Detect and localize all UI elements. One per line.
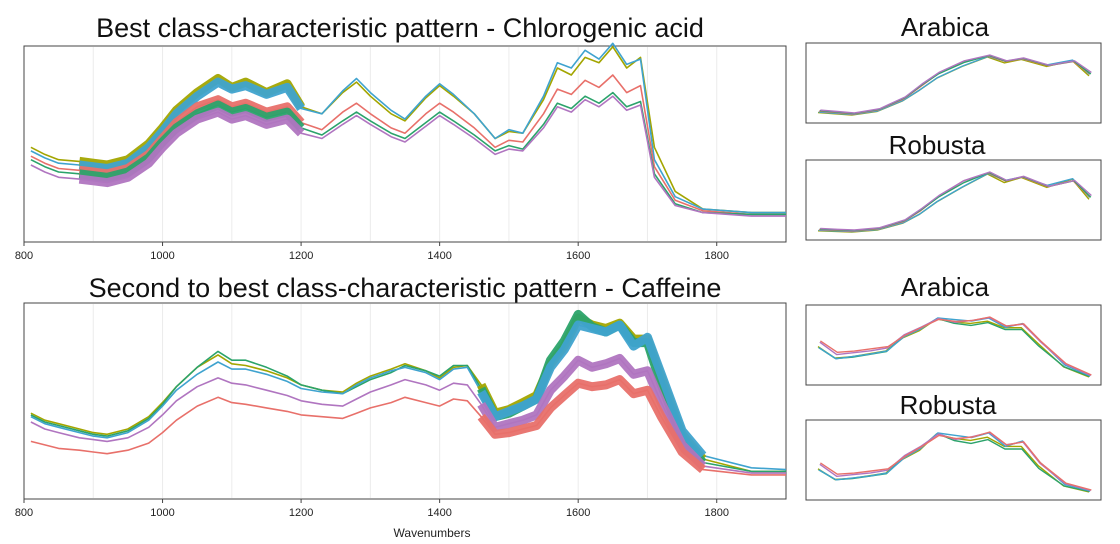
top-highlight-5 <box>78 107 305 188</box>
bottom-highlight-5 <box>477 375 706 474</box>
bottom-x-tick-label: 1000 <box>150 507 174 519</box>
bottom-x-tick-label: 800 <box>15 507 33 519</box>
inset-frame-3 <box>805 304 1102 386</box>
inset-label-arabica-1: Arabica <box>901 12 990 42</box>
bottom-x-tick-label: 1800 <box>704 507 728 519</box>
inset-label-robusta-2: Robusta <box>900 390 997 420</box>
inset-lines-2 <box>817 171 1092 233</box>
inset-arabica-top: Arabica <box>805 12 1102 124</box>
inset-frame-2 <box>805 159 1102 241</box>
bottom-gridlines <box>92 304 718 498</box>
inset-robusta-top: Robusta <box>805 130 1102 241</box>
inset-lines-1 <box>817 54 1092 116</box>
inset-frame-1 <box>805 42 1102 124</box>
inset2-series-line-5 <box>820 171 1092 231</box>
top-x-tick-label: 1600 <box>566 250 590 262</box>
bottom-x-tick-label: 1200 <box>289 507 313 519</box>
bottom-x-axis: 800 1000 1200 1400 1600 1800 <box>15 499 729 519</box>
top-series-group <box>30 42 786 217</box>
inset-label-arabica-2: Arabica <box>901 272 990 302</box>
top-plot-frame <box>23 45 787 243</box>
inset-arabica-bottom: Arabica <box>805 272 1102 386</box>
bottom-x-tick-label: 1400 <box>427 507 451 519</box>
bottom-highlight-3 <box>477 320 707 459</box>
top-x-tick-label: 1400 <box>427 250 451 262</box>
top-x-tick-label: 1000 <box>150 250 174 262</box>
inset-lines-3 <box>817 316 1092 378</box>
bottom-main-plot: 800 1000 1200 1400 1600 1800 <box>15 302 787 519</box>
top-x-tick-label: 800 <box>15 250 33 262</box>
inset-lines-4 <box>817 431 1092 493</box>
bottom-highlight-4 <box>477 354 707 470</box>
bottom-x-tick-label: 1600 <box>566 507 590 519</box>
inset-robusta-bottom: Robusta <box>805 390 1102 501</box>
inset1-series-line-5 <box>820 54 1092 114</box>
top-x-axis: 800 1000 1200 1400 1600 1800 <box>15 242 729 262</box>
x-axis-label: Wavenumbers <box>394 526 471 540</box>
top-highlight-2 <box>78 77 305 173</box>
inset-label-robusta-1: Robusta <box>889 130 986 160</box>
inset4-series-line-5 <box>820 431 1092 491</box>
inset3-series-line-5 <box>820 316 1092 376</box>
top-panel-title: Best class-characteristic pattern - Chlo… <box>96 13 704 43</box>
inset-frame-4 <box>805 419 1102 501</box>
top-x-tick-label: 1800 <box>704 250 728 262</box>
top-x-tick-label: 1200 <box>289 250 313 262</box>
top-main-plot: 800 1000 1200 1400 1600 1800 <box>15 42 787 262</box>
bottom-panel-title: Second to best class-characteristic patt… <box>89 273 722 303</box>
bottom-series-group <box>30 309 787 476</box>
